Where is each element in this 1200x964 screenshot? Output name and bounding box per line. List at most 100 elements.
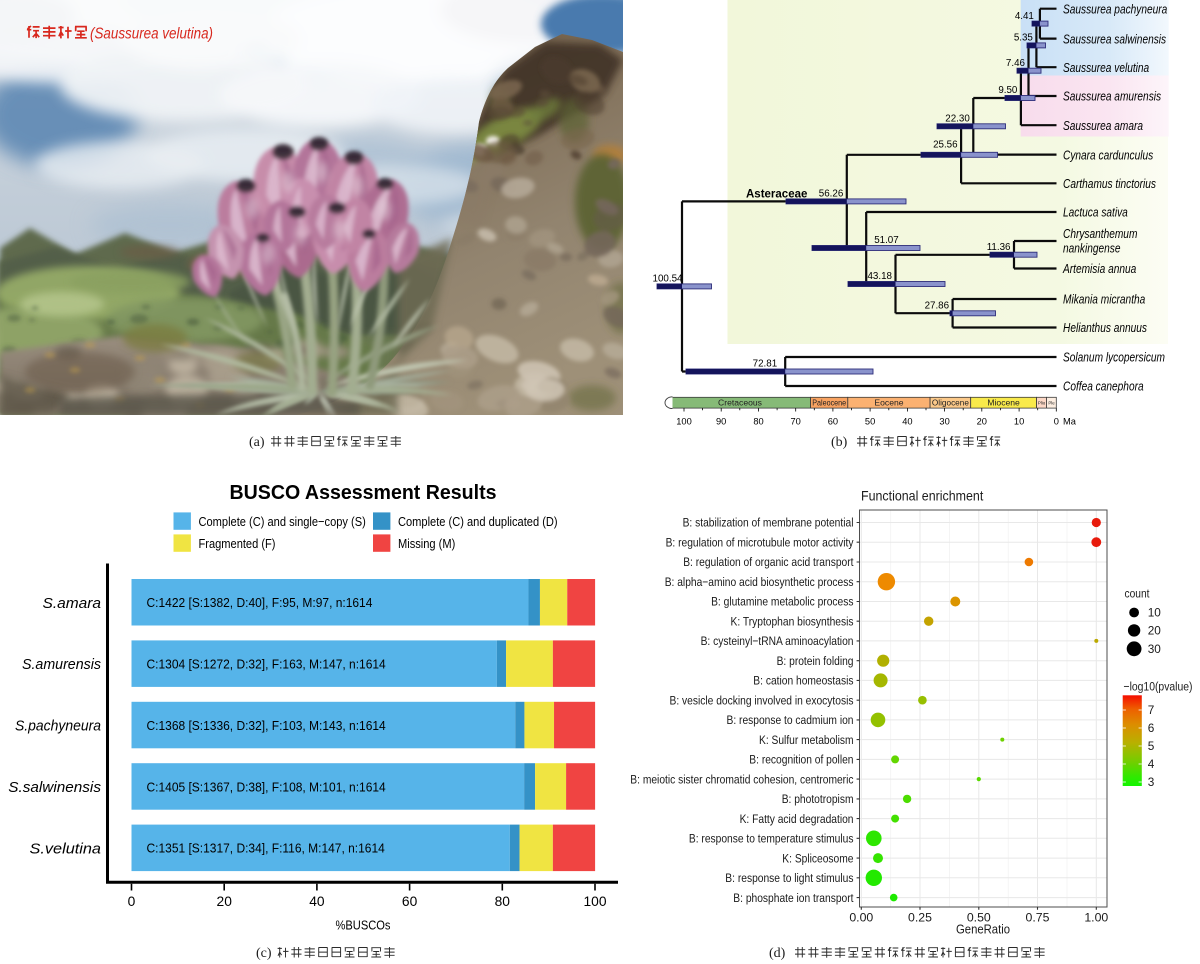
svg-text:50: 50 xyxy=(865,416,875,426)
svg-text:C:1405 [S:1367, D:38], F:108,: C:1405 [S:1367, D:38], F:108, M:101, n:1… xyxy=(147,779,386,794)
svg-text:22.30: 22.30 xyxy=(945,114,970,125)
svg-text:27.86: 27.86 xyxy=(925,300,950,311)
svg-text:Missing (M): Missing (M) xyxy=(398,536,455,551)
svg-text:10: 10 xyxy=(1148,606,1162,620)
svg-text:0.75: 0.75 xyxy=(1026,911,1050,925)
svg-text:Cretaceous: Cretaceous xyxy=(718,397,762,407)
svg-text:4: 4 xyxy=(1148,757,1155,771)
svg-text:B: regulation of microtubule m: B: regulation of microtubule motor activ… xyxy=(666,535,855,549)
svg-text:80: 80 xyxy=(495,894,511,909)
svg-text:5: 5 xyxy=(1148,739,1155,753)
svg-text:Paleocene: Paleocene xyxy=(812,398,846,407)
svg-text:Ma: Ma xyxy=(1063,416,1077,426)
svg-text:nankingense: nankingense xyxy=(1063,240,1121,255)
svg-text:72.81: 72.81 xyxy=(753,359,778,370)
svg-text:Asteraceae: Asteraceae xyxy=(746,189,807,201)
svg-text:100: 100 xyxy=(676,416,692,426)
svg-text:S.amurensis: S.amurensis xyxy=(22,657,101,673)
svg-text:%BUSCOs: %BUSCOs xyxy=(336,918,391,933)
svg-text:B: response to temperature sti: B: response to temperature stimulus xyxy=(689,832,854,846)
svg-text:K: Sulfur metabolism: K: Sulfur metabolism xyxy=(759,733,854,747)
svg-text:40: 40 xyxy=(902,416,912,426)
svg-text:B: response to cadmium ion: B: response to cadmium ion xyxy=(727,713,854,727)
svg-text:B: glutamine metabolic process: B: glutamine metabolic process xyxy=(711,595,853,609)
svg-text:Artemisia annua: Artemisia annua xyxy=(1062,261,1136,276)
svg-text:B: regulation of organic acid: B: regulation of organic acid transport xyxy=(683,555,854,569)
svg-text:9.50: 9.50 xyxy=(998,85,1018,96)
svg-text:Saussurea amara: Saussurea amara xyxy=(1063,118,1143,133)
svg-text:B: alpha−amino acid biosynthet: B: alpha−amino acid biosynthetic process xyxy=(665,575,854,589)
svg-text:70: 70 xyxy=(791,416,801,426)
svg-text:S.pachyneura: S.pachyneura xyxy=(15,719,101,735)
svg-text:Cynara cardunculus: Cynara cardunculus xyxy=(1063,147,1154,162)
svg-text:S.velutina: S.velutina xyxy=(30,841,102,857)
svg-text:K: Spliceosome: K: Spliceosome xyxy=(782,851,853,865)
svg-text:Complete (C) and duplicated (D: Complete (C) and duplicated (D) xyxy=(398,514,558,529)
svg-text:30: 30 xyxy=(939,416,949,426)
svg-text:Miocene: Miocene xyxy=(987,397,1020,407)
svg-text:Carthamus tinctorius: Carthamus tinctorius xyxy=(1063,176,1156,191)
svg-text:0.50: 0.50 xyxy=(967,911,991,925)
svg-text:B: vesicle docking involved in: B: vesicle docking involved in exocytosi… xyxy=(670,693,854,707)
svg-text:43.18: 43.18 xyxy=(867,271,892,282)
svg-text:B: cysteinyl−tRNA aminoacylati: B: cysteinyl−tRNA aminoacylation xyxy=(701,634,854,648)
svg-text:25.56: 25.56 xyxy=(933,139,958,150)
svg-text:Saussurea pachyneura: Saussurea pachyneura xyxy=(1063,1,1167,16)
svg-text:C:1422 [S:1382, D:40], F:95, M: C:1422 [S:1382, D:40], F:95, M:97, n:161… xyxy=(147,595,373,610)
svg-text:3: 3 xyxy=(1148,775,1155,789)
svg-text:B: phosphate ion transport: B: phosphate ion transport xyxy=(733,891,854,905)
svg-text:Saussurea amurensis: Saussurea amurensis xyxy=(1063,89,1161,104)
svg-text:100.54: 100.54 xyxy=(653,274,684,285)
svg-text:K: Fatty acid degradation: K: Fatty acid degradation xyxy=(740,812,854,826)
svg-text:1.00: 1.00 xyxy=(1084,911,1108,925)
svg-text:51.07: 51.07 xyxy=(874,235,899,246)
svg-text:Functional enrichment: Functional enrichment xyxy=(861,488,983,504)
svg-text:7.46: 7.46 xyxy=(1006,58,1026,69)
svg-text:GeneRatio: GeneRatio xyxy=(956,922,1010,937)
svg-text:60: 60 xyxy=(828,416,838,426)
svg-text:80: 80 xyxy=(753,416,763,426)
svg-text:(a): (a) xyxy=(249,435,265,450)
svg-text:0.00: 0.00 xyxy=(849,911,873,925)
svg-text:Solanum lycopersicum: Solanum lycopersicum xyxy=(1063,350,1165,365)
svg-text:B: phototropism: B: phototropism xyxy=(782,792,854,806)
svg-text:(Saussurea velutina): (Saussurea velutina) xyxy=(90,26,213,43)
svg-text:B: response to light stimulus: B: response to light stimulus xyxy=(725,871,853,885)
svg-text:B: meiotic sister chromatid co: B: meiotic sister chromatid cohesion, ce… xyxy=(630,772,853,786)
svg-text:B: recognition of pollen: B: recognition of pollen xyxy=(749,753,853,767)
svg-text:S.salwinensis: S.salwinensis xyxy=(8,780,101,796)
svg-text:6: 6 xyxy=(1148,721,1155,735)
svg-text:0: 0 xyxy=(128,894,136,909)
svg-text:C:1368 [S:1336, D:32], F:103,: C:1368 [S:1336, D:32], F:103, M:143, n:1… xyxy=(147,718,386,733)
svg-text:Mikania micrantha: Mikania micrantha xyxy=(1063,292,1145,307)
svg-text:Saussurea salwinensis: Saussurea salwinensis xyxy=(1063,31,1166,46)
svg-text:−log10(pvalue): −log10(pvalue) xyxy=(1124,680,1193,694)
svg-text:11.36: 11.36 xyxy=(987,242,1011,253)
svg-text:20: 20 xyxy=(1148,624,1162,638)
svg-text:Complete (C) and single−copy (: Complete (C) and single−copy (S) xyxy=(199,514,366,529)
svg-text:5.35: 5.35 xyxy=(1014,33,1034,44)
svg-text:4.41: 4.41 xyxy=(1015,11,1034,22)
svg-text:20: 20 xyxy=(977,416,987,426)
svg-text:(c): (c) xyxy=(256,946,272,961)
svg-text:Helianthus annuus: Helianthus annuus xyxy=(1063,320,1147,335)
svg-text:Coffea canephora: Coffea canephora xyxy=(1063,379,1144,394)
svg-text:Saussurea velutina: Saussurea velutina xyxy=(1063,60,1149,75)
svg-text:Fragmented (F): Fragmented (F) xyxy=(199,536,276,551)
svg-text:Oligocene: Oligocene xyxy=(932,398,969,407)
svg-text:count: count xyxy=(1125,586,1151,600)
svg-text:60: 60 xyxy=(402,894,418,909)
svg-text:BUSCO Assessment Results: BUSCO Assessment Results xyxy=(230,482,497,504)
svg-text:Plio: Plio xyxy=(1038,401,1046,406)
svg-text:10: 10 xyxy=(1014,416,1024,426)
svg-text:B: cation homeostasis: B: cation homeostasis xyxy=(753,674,853,688)
svg-text:7: 7 xyxy=(1148,703,1155,717)
svg-text:56.26: 56.26 xyxy=(819,189,844,200)
svg-text:20: 20 xyxy=(217,894,233,909)
svg-text:0.25: 0.25 xyxy=(908,911,932,925)
svg-text:K: Tryptophan biosynthesis: K: Tryptophan biosynthesis xyxy=(731,614,854,628)
svg-text:(b): (b) xyxy=(831,435,848,450)
svg-text:(d): (d) xyxy=(769,946,786,961)
svg-text:Lactuca sativa: Lactuca sativa xyxy=(1063,205,1128,220)
svg-text:Eocene: Eocene xyxy=(874,397,903,407)
